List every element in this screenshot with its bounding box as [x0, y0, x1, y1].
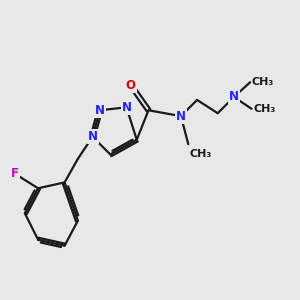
Text: CH₃: CH₃	[252, 77, 274, 87]
Text: N: N	[122, 101, 131, 114]
Text: F: F	[11, 167, 19, 180]
Text: CH₃: CH₃	[190, 148, 212, 158]
Text: O: O	[126, 79, 136, 92]
Text: N: N	[176, 110, 186, 123]
Text: N: N	[88, 130, 98, 143]
Text: CH₃: CH₃	[253, 104, 275, 114]
Text: N: N	[229, 91, 239, 103]
Text: N: N	[95, 104, 105, 117]
